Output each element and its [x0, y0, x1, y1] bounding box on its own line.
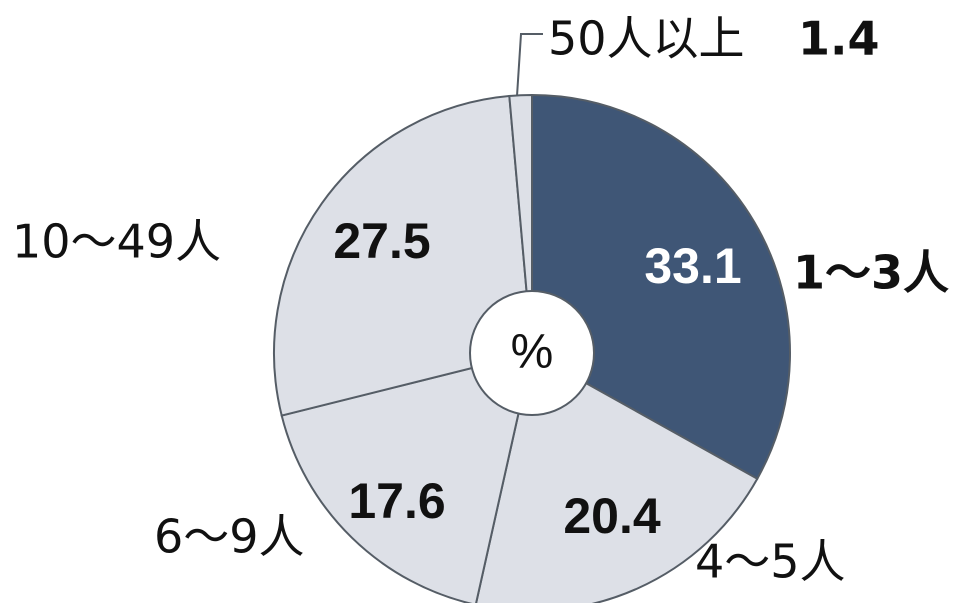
- slice-4-5: [475, 351, 759, 603]
- category-label-10-49: 10～49人: [12, 215, 221, 269]
- slice-10-49: [273, 94, 534, 417]
- slice-1-3: [531, 93, 791, 481]
- category-label-50plus: 50人以上: [548, 12, 745, 66]
- leader-line-50plus: [516, 33, 543, 97]
- value-label-4-5: 20.4: [563, 488, 661, 544]
- slice-6-9: [280, 351, 534, 603]
- value-label-50plus: 1.4: [798, 12, 880, 66]
- category-label-4-5: 4～5人: [695, 535, 846, 589]
- category-label-6-9: 6～9人: [154, 510, 305, 564]
- value-label-10-49: 27.5: [333, 213, 430, 269]
- pie-slices: [273, 93, 791, 603]
- unit-label: %: [511, 326, 554, 379]
- center-hole: [469, 290, 595, 416]
- slice-50plus: [508, 93, 533, 354]
- value-label-1-3: 33.1: [644, 238, 741, 294]
- category-label-1-3: 1～3人: [793, 246, 949, 300]
- value-label-6-9: 17.6: [348, 473, 445, 529]
